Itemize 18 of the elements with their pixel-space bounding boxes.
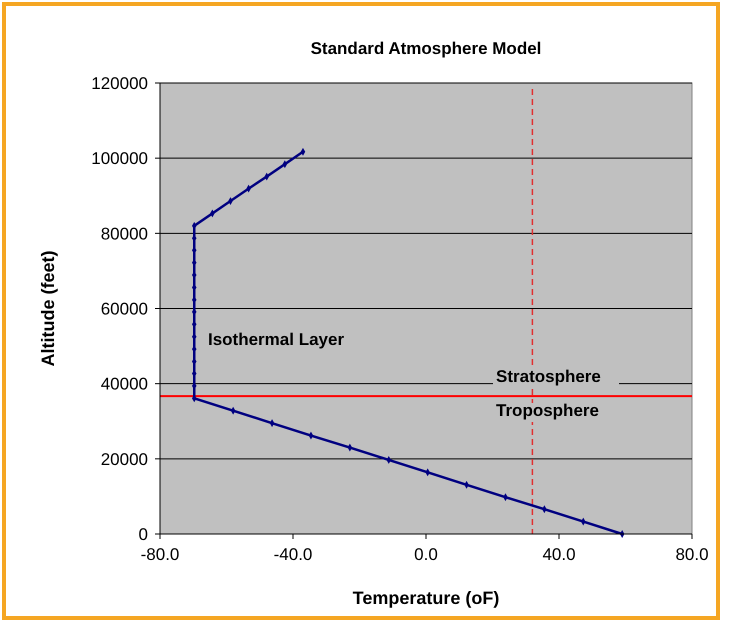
- x-tick-label: 40.0: [542, 545, 576, 564]
- y-tick-label: 80000: [100, 224, 148, 244]
- y-tick-label: 40000: [100, 374, 148, 394]
- x-axis-title: Temperature (oF): [352, 588, 500, 608]
- y-tick-label: 120000: [91, 74, 148, 93]
- annotation: Troposphere: [496, 401, 599, 420]
- annotation: Isothermal Layer: [208, 330, 344, 349]
- chart-title: Standard Atmosphere Model: [310, 39, 542, 58]
- x-tick-label: 0.0: [414, 545, 438, 564]
- y-tick-label: 100000: [91, 149, 148, 168]
- x-tick-label: -80.0: [140, 545, 180, 564]
- x-tick-label: -40.0: [274, 545, 312, 564]
- x-tick-label: 80.0: [675, 545, 709, 564]
- y-tick-label: 60000: [100, 300, 148, 318]
- y-tick-label: 0: [138, 525, 148, 544]
- annotation: Stratosphere: [496, 367, 601, 386]
- y-axis-title: Altitude (feet): [38, 250, 58, 366]
- y-tick-label: 20000: [100, 450, 148, 469]
